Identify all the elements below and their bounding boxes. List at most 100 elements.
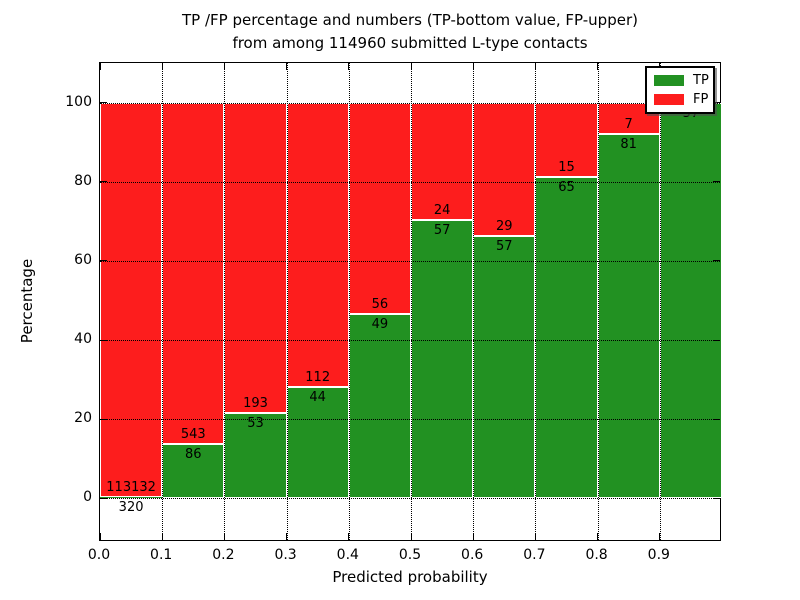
legend-label-fp: FP [693, 91, 709, 107]
y-tick-label: 40 [74, 331, 92, 348]
y-tick-mark [100, 339, 107, 341]
tp-count-label-6: 57 [496, 239, 513, 255]
x-tick-mark [99, 63, 101, 70]
vertical-gridline [411, 63, 412, 540]
x-tick-label: 0.8 [585, 547, 608, 563]
fp-count-label-6: 29 [496, 219, 513, 235]
chart-title-line2: from among 114960 submitted L-type conta… [232, 34, 588, 52]
x-tick-mark [472, 533, 474, 540]
x-tick-mark [161, 63, 163, 70]
bar-segment-fp-4 [348, 102, 411, 314]
x-tick-mark [348, 533, 350, 540]
x-tick-mark [223, 533, 225, 540]
bar-segment-tp-7 [535, 176, 598, 499]
tp-color-swatch [654, 75, 684, 86]
y-tick-label: 80 [74, 172, 92, 189]
fp-count-label-2: 193 [243, 396, 268, 412]
x-tick-label: 0.9 [647, 547, 670, 563]
bar-segment-tp-9 [659, 102, 722, 499]
y-tick-mark [100, 102, 107, 104]
fp-count-label-5: 24 [433, 202, 451, 218]
y-tick-mark [713, 497, 720, 499]
x-tick-label: 0.0 [87, 547, 111, 563]
fp-count-label-3: 112 [305, 369, 331, 385]
vertical-gridline [473, 63, 475, 540]
x-tick-mark [597, 533, 599, 540]
fp-count-label-0: 113132 [106, 480, 156, 496]
horizontal-gridline [100, 102, 720, 104]
tp-count-label-8: 81 [620, 137, 637, 153]
y-tick-mark [100, 497, 107, 499]
tp-count-label-0: 320 [118, 500, 144, 516]
bar-segment-fp-3 [286, 102, 349, 387]
y-axis-label: Percentage [18, 258, 36, 344]
x-tick-label: 0.4 [336, 547, 359, 563]
bar-segment-fp-6 [473, 102, 536, 237]
y-tick-label: 100 [65, 93, 92, 110]
x-tick-mark [161, 533, 163, 540]
tp-count-label-4: 49 [371, 316, 389, 332]
tp-count-label-7: 65 [558, 179, 575, 195]
fp-count-label-1: 543 [180, 427, 206, 443]
bar-segment-fp-0 [100, 102, 163, 498]
x-tick-mark [410, 63, 412, 70]
fp-count-label-8: 7 [624, 117, 633, 133]
y-tick-mark [713, 339, 720, 341]
y-tick-mark [713, 181, 720, 183]
bar-segment-tp-6 [473, 236, 536, 499]
legend-item-fp: FP [654, 91, 709, 107]
y-tick-label: 0 [83, 489, 92, 506]
y-tick-mark [100, 260, 107, 262]
x-tick-label: 0.3 [274, 547, 297, 563]
chart-title-line1: TP /FP percentage and numbers (TP-bottom… [182, 11, 638, 29]
tp-count-label-5: 57 [433, 222, 451, 238]
x-tick-mark [659, 533, 661, 540]
bar-segment-fp-2 [224, 102, 287, 414]
horizontal-gridline [100, 419, 720, 421]
horizontal-gridline [100, 340, 720, 342]
bar-segment-tp-3 [286, 386, 349, 499]
x-tick-mark [410, 533, 412, 540]
x-tick-label: 0.5 [398, 547, 422, 563]
x-tick-label: 0.7 [523, 547, 546, 563]
x-tick-mark [286, 63, 288, 70]
y-tick-mark [713, 102, 720, 104]
legend-label-tp: TP [693, 72, 709, 88]
y-tick-label: 20 [74, 410, 92, 427]
legend: TP FP [645, 66, 715, 114]
plot-area: 113132 320 543 86 193 53 112 44 56 49 24 57 29 57 15 65… [99, 62, 722, 541]
horizontal-gridline [100, 498, 720, 500]
fp-color-swatch [654, 94, 684, 105]
x-tick-mark [348, 63, 350, 70]
tp-count-label-1: 86 [185, 447, 202, 463]
x-tick-mark [286, 533, 288, 540]
chart-title: TP /FP percentage and numbers (TP-bottom… [99, 9, 721, 55]
y-tick-mark [713, 418, 720, 420]
horizontal-gridline [100, 181, 720, 183]
fp-count-label-4: 56 [371, 296, 389, 312]
x-tick-mark [534, 533, 536, 540]
vertical-gridline [162, 63, 164, 540]
x-tick-mark [223, 63, 225, 70]
vertical-gridline [659, 63, 661, 540]
x-tick-mark [534, 63, 536, 70]
bar-segment-tp-2 [224, 413, 287, 499]
y-tick-label: 60 [74, 251, 92, 268]
vertical-gridline [535, 63, 537, 540]
legend-item-tp: TP [654, 72, 709, 88]
fp-count-label-7: 15 [558, 159, 575, 175]
tp-count-label-2: 53 [247, 416, 264, 432]
vertical-gridline [597, 63, 599, 540]
horizontal-gridline [100, 260, 720, 262]
x-tick-mark [99, 533, 101, 540]
y-tick-mark [713, 260, 720, 262]
x-tick-label: 0.1 [150, 547, 173, 563]
y-tick-mark [100, 418, 107, 420]
y-tick-mark [100, 181, 107, 183]
bar-segment-tp-0 [100, 497, 163, 499]
bar-segment-tp-4 [348, 313, 411, 499]
bar-segment-tp-8 [597, 134, 660, 499]
tp-count-label-3: 44 [309, 389, 326, 405]
bar-segment-fp-1 [162, 102, 225, 445]
